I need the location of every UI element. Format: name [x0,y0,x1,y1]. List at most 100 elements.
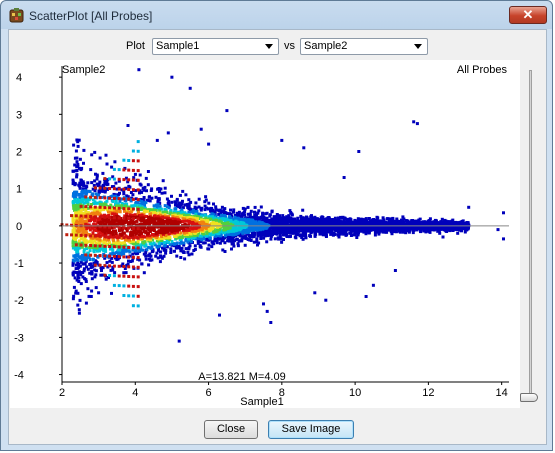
density-point [253,205,257,209]
density-point [81,236,84,240]
density-point [345,233,349,237]
density-point [255,240,259,244]
density-point [74,241,78,245]
density-point [89,262,93,266]
density-point [147,195,151,199]
density-point [127,259,130,263]
density-point [73,276,77,280]
density-point [184,228,187,232]
density-point [84,239,88,243]
density-point [85,247,89,251]
density-point [124,248,128,252]
density-point [71,240,75,243]
density-point [95,236,99,240]
density-point [204,195,208,199]
density-point [290,213,294,217]
density-point [126,262,130,266]
density-point [94,172,97,176]
density-point [82,229,86,233]
density-point [146,234,150,238]
density-point [88,249,92,253]
density-point [175,254,179,258]
density-point [71,261,75,265]
density-point [87,211,91,215]
density-point [114,181,118,185]
density-point [94,273,98,277]
density-point [187,246,191,250]
density-point [140,200,144,203]
density-point [117,252,120,256]
density-point [364,230,368,234]
window-close-button[interactable]: ✕ [509,6,547,24]
density-point [192,211,196,215]
density-point [242,223,245,227]
y-sample-select[interactable]: Sample2 [300,38,428,55]
density-point [299,214,303,218]
density-point [129,260,133,263]
density-point [142,271,146,275]
density-point [205,230,209,234]
density-point [144,176,148,180]
density-point [301,208,305,212]
density-point [204,237,208,241]
density-point [86,201,90,205]
density-point [101,220,105,224]
density-point [103,179,107,183]
density-point [194,214,198,218]
density-point [146,231,150,235]
density-point [94,269,98,273]
density-point [225,212,229,216]
density-point [75,138,79,142]
density-point [256,211,260,215]
density-point [162,241,166,244]
density-point [102,246,106,250]
density-point [200,223,204,226]
title-bar[interactable]: ScatterPlot [All Probes] ✕ [1,1,552,29]
x-sample-value: Sample1 [156,40,200,52]
density-point [93,179,97,183]
density-point [82,191,86,195]
density-point [134,244,138,248]
density-point [227,232,231,236]
density-point [113,252,117,256]
density-point [117,179,121,183]
density-point [249,209,253,213]
density-point [169,249,173,253]
density-point [345,223,349,227]
density-point [138,258,142,262]
density-point [257,232,261,236]
density-point [301,237,305,241]
density-point [167,206,171,210]
density-point [136,201,140,205]
density-point [161,179,165,183]
density-point [221,218,225,222]
density-point [163,204,167,208]
density-point [182,223,186,227]
density-point [265,240,269,244]
density-point [260,232,264,236]
density-point [199,208,203,212]
density-point [193,247,197,251]
density-point [85,185,89,189]
chevron-down-icon [265,44,273,49]
density-point [253,210,256,214]
density-point [125,195,129,199]
density-point [289,234,292,238]
scatter-plot-area[interactable]: -4 -3 -2 -1 0 1 2 3 4 2 4 6 8 10 12 14 Sample2 All Prob… [10,60,520,408]
density-point [159,207,163,211]
x-sample-select[interactable]: Sample1 [152,38,279,55]
density-point [207,201,211,205]
density-point [112,241,116,245]
density-point [291,217,295,221]
density-point [155,205,159,209]
density-point [254,217,258,221]
density-point [233,214,237,217]
density-point [282,238,285,241]
density-point [72,254,76,258]
density-point [173,227,177,231]
density-point [233,216,237,220]
density-point [116,202,120,206]
density-point [197,212,200,216]
density-point [81,215,85,219]
density-point [214,205,218,209]
